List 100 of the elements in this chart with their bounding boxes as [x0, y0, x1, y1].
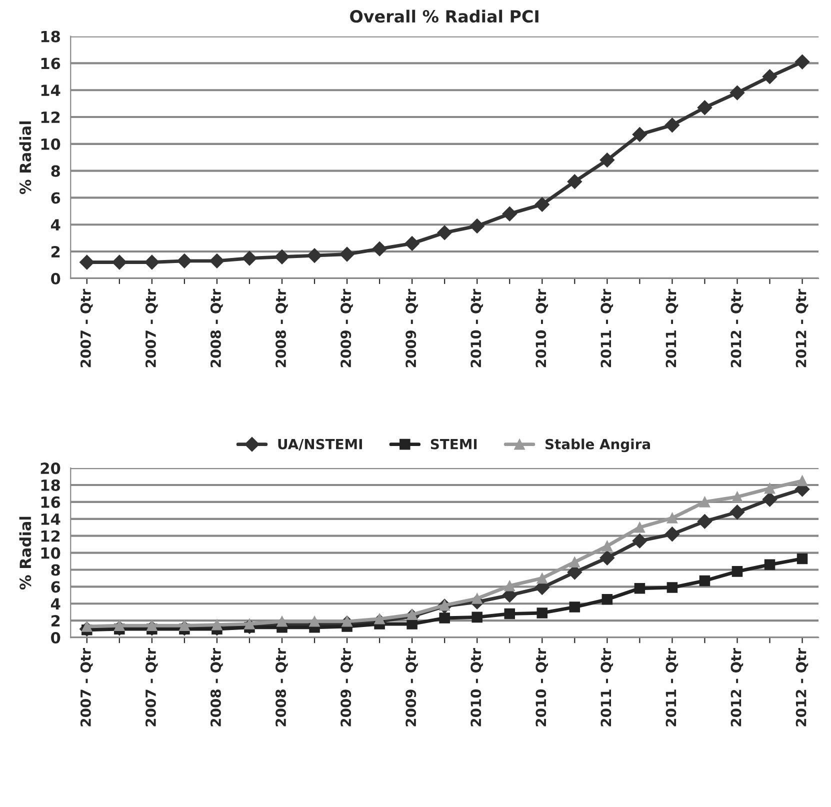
x-tick-label: 2011 - Qtr [600, 648, 614, 726]
point [439, 600, 450, 611]
y-tick-label: 2 [51, 615, 60, 626]
point [764, 483, 776, 494]
x-tick-label: 2011 - Qtr [600, 288, 614, 368]
point [404, 236, 420, 251]
legend-label: UA/NSTEMI [278, 438, 362, 450]
point [697, 100, 712, 115]
x-tick-label: 2008 - Qtr [276, 648, 288, 726]
point [112, 254, 127, 270]
point [340, 246, 354, 262]
point [472, 593, 482, 604]
x-tick-label: 2012 - Qtr [730, 648, 744, 726]
point [536, 608, 548, 618]
x-tick-label: 2012 - Qtr [730, 288, 744, 368]
point [602, 594, 613, 605]
x-tick-label: 2009 - Qtr [406, 288, 418, 368]
point [244, 618, 255, 630]
point [699, 575, 710, 586]
point [212, 619, 222, 630]
point [534, 197, 550, 212]
y-tick-label: 14 [41, 514, 60, 525]
x-tick-label: 2011 - Qtr [666, 288, 678, 368]
x-tick-label: 2007 - Qtr [145, 648, 158, 726]
point [242, 250, 257, 266]
y-tick-label: 16 [41, 496, 60, 508]
x-tick-label: 2012 - Qtr [796, 288, 808, 368]
x-tick-label: 2011 - Qtr [666, 648, 678, 726]
point [437, 225, 452, 240]
point [600, 152, 615, 168]
point [730, 504, 745, 520]
y-tick-label: 12 [41, 111, 60, 123]
x-tick-label: 2009 - Qtr [340, 288, 353, 368]
point [274, 250, 290, 264]
point [600, 550, 615, 566]
y-tick-label: 6 [51, 192, 60, 204]
point [342, 616, 352, 627]
point [796, 553, 808, 564]
point [372, 241, 387, 256]
point [632, 127, 648, 142]
chart-title: Overall % Radial PCI [350, 10, 538, 23]
y-tick-label: 8 [51, 564, 60, 576]
point [374, 614, 385, 624]
y-tick-label: 18 [41, 30, 60, 42]
point [406, 609, 418, 620]
x-tick-label: 2009 - Qtr [340, 648, 353, 726]
y-tick-label: 16 [41, 58, 60, 70]
point [664, 526, 680, 542]
point [179, 620, 190, 632]
point [502, 206, 518, 222]
point [569, 602, 580, 612]
y-tick-label: 6 [51, 581, 60, 593]
point [764, 559, 776, 570]
x-tick-label: 2007 - Qtr [80, 648, 93, 726]
point [307, 248, 322, 263]
legend-label: Stable Angira [546, 438, 650, 452]
point [632, 534, 648, 548]
point [762, 69, 778, 84]
point [567, 174, 582, 189]
point [634, 583, 646, 594]
y-tick-label: 0 [51, 632, 60, 644]
point [699, 496, 710, 508]
x-tick-label: 2007 - Qtr [80, 288, 93, 368]
point [439, 612, 450, 624]
point [504, 608, 515, 620]
y-tick-label: 8 [51, 165, 60, 177]
point [470, 218, 484, 234]
point [210, 254, 224, 268]
y-tick-label: 2 [51, 246, 60, 258]
point [144, 254, 160, 270]
y-tick-label: 10 [41, 138, 60, 150]
point [666, 512, 678, 524]
point [177, 254, 192, 268]
point [114, 620, 125, 632]
point [732, 566, 743, 577]
x-tick-label: 2009 - Qtr [406, 648, 418, 726]
point [472, 612, 482, 623]
y-tick-label: 0 [51, 272, 60, 284]
y-tick-label: 10 [41, 547, 60, 559]
point [504, 580, 515, 592]
point [794, 54, 810, 70]
y-tick-label: 18 [41, 479, 60, 492]
x-tick-label: 2010 - Qtr [470, 648, 483, 726]
x-tick-label: 2008 - Qtr [276, 288, 288, 368]
point [309, 616, 320, 627]
legend-label: STEMI [430, 438, 477, 450]
point [82, 621, 92, 632]
point [80, 254, 94, 270]
x-tick-label: 2010 - Qtr [536, 648, 548, 726]
x-tick-label: 2010 - Qtr [536, 288, 548, 368]
point [146, 620, 158, 632]
y-tick-label: 12 [41, 530, 60, 542]
x-tick-label: 2010 - Qtr [470, 288, 483, 368]
point [697, 514, 712, 529]
x-tick-label: 2008 - Qtr [210, 648, 223, 726]
point [276, 616, 288, 627]
x-tick-label: 2007 - Qtr [145, 288, 158, 368]
x-tick-label: 2008 - Qtr [210, 288, 223, 368]
y-tick-label: 4 [50, 219, 60, 230]
y-tick-label: 20 [40, 462, 60, 474]
